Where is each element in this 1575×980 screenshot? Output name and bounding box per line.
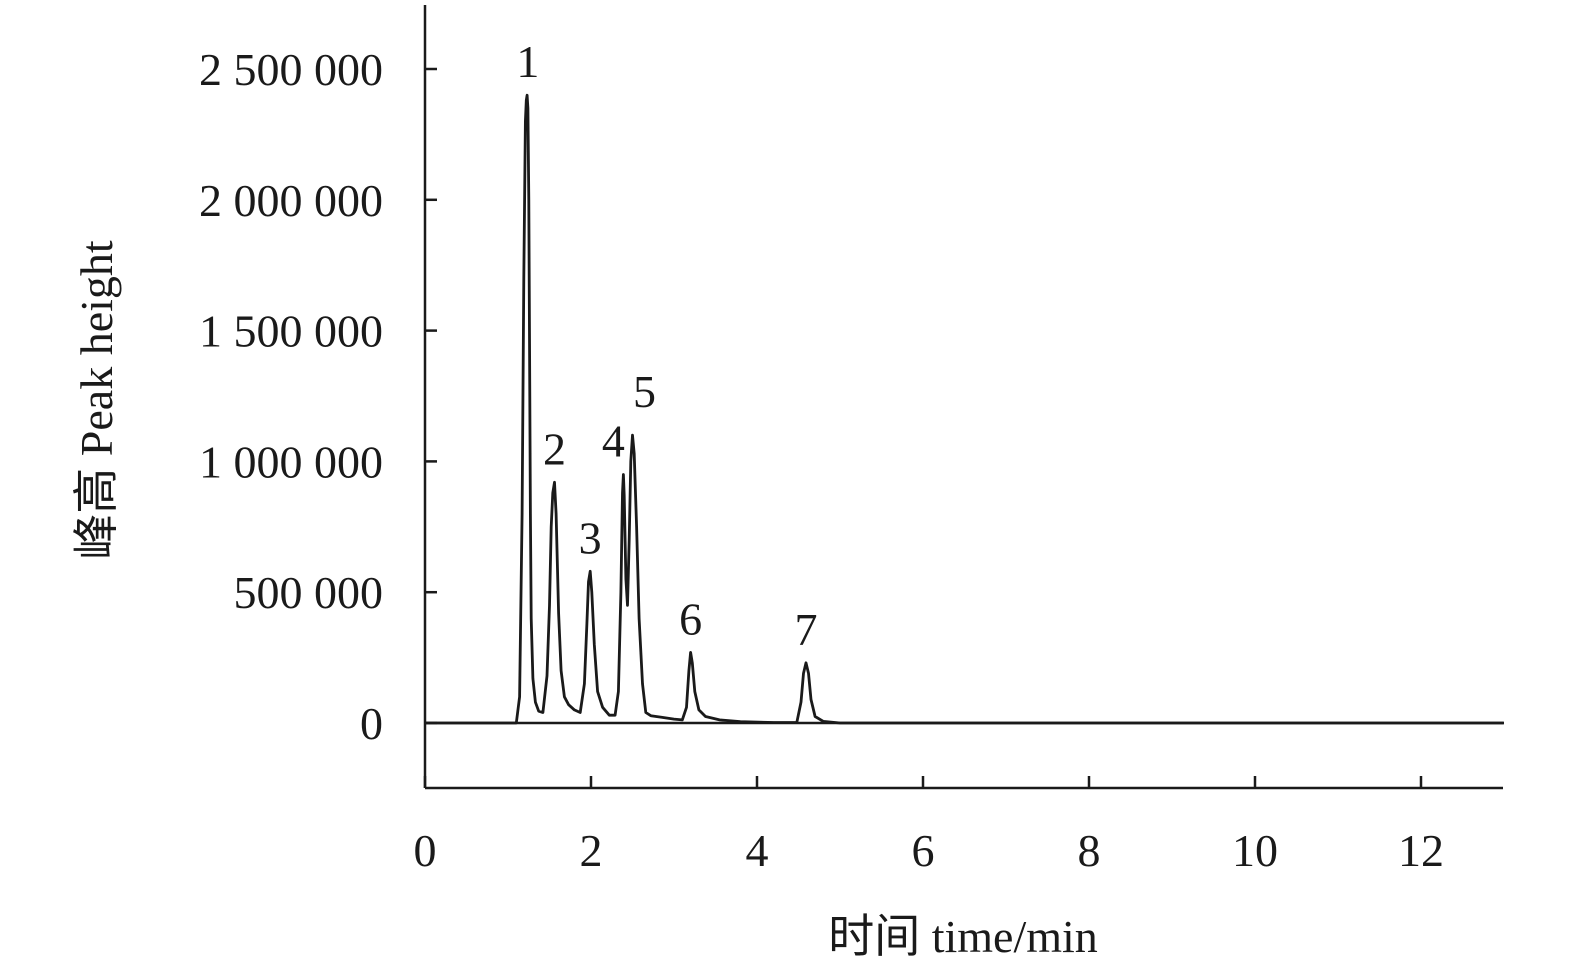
chromatogram-trace: [425, 93, 1504, 725]
peak-label-2: 2: [543, 423, 566, 474]
x-tick-label: 4: [746, 825, 769, 876]
peak-label-5: 5: [633, 366, 656, 417]
x-tick-label: 10: [1232, 825, 1278, 876]
x-tick-label: 6: [912, 825, 935, 876]
x-ticks: 0 2 4 6 8 10 12: [414, 776, 1444, 876]
y-tick-label: 2 000 000: [199, 175, 383, 226]
x-axis: 0 2 4 6 8 10 12: [414, 776, 1503, 876]
peak-label-4: 4: [602, 415, 625, 466]
y-ticks: 0 500 000 1 000 000 1 500 000 2 000 000 2 500…: [199, 44, 437, 749]
y-tick-label: 2 500 000: [199, 44, 383, 95]
peak-label-7: 7: [794, 604, 817, 655]
y-axis: 0 500 000 1 000 000 1 500 000 2 000 000 2 500…: [199, 5, 437, 788]
y-axis-title: 峰高 Peak height: [71, 240, 122, 560]
y-tick-label: 1 500 000: [199, 306, 383, 357]
x-axis-title: 时间 time/min: [828, 911, 1098, 962]
x-tick-label: 8: [1078, 825, 1101, 876]
x-tick-label: 2: [580, 825, 603, 876]
y-tick-label: 0: [360, 698, 383, 749]
peak-label-6: 6: [679, 593, 702, 644]
y-tick-label: 1 000 000: [199, 436, 383, 487]
peak-label-3: 3: [579, 512, 602, 563]
x-tick-label: 12: [1398, 825, 1444, 876]
peak-label-1: 1: [516, 36, 539, 87]
x-tick-label: 0: [414, 825, 437, 876]
y-tick-label: 500 000: [234, 567, 384, 618]
